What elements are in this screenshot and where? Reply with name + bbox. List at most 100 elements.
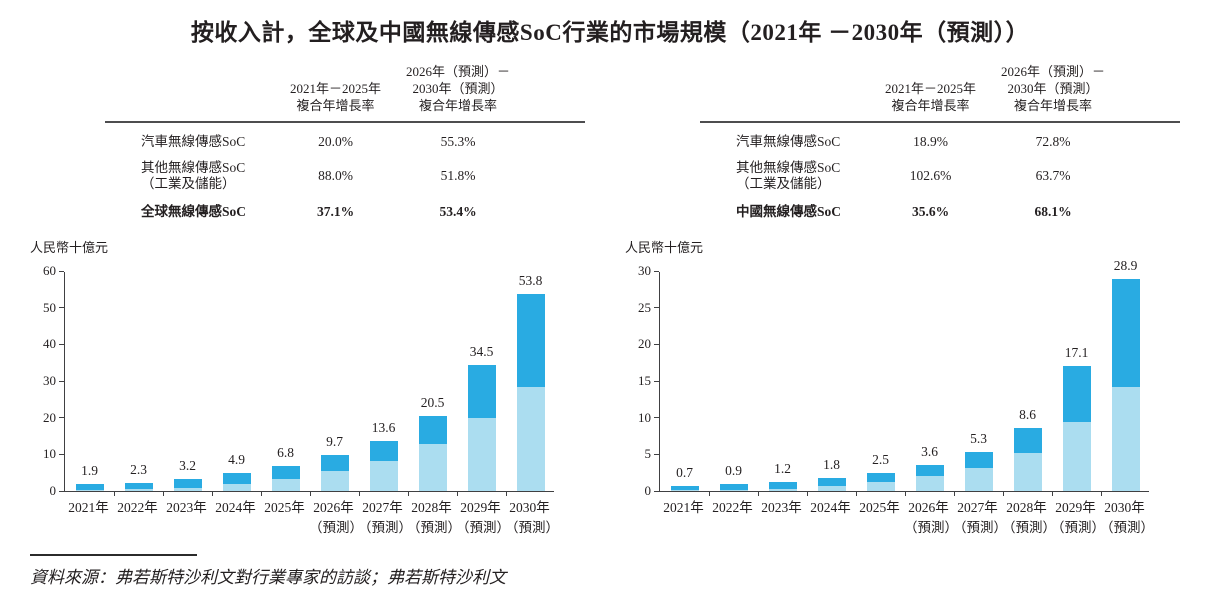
x-axis-category-label: 2030年 （預測） bbox=[1100, 500, 1154, 535]
cagr-col1-header: 2021年－2025年 複合年增長率 bbox=[884, 81, 976, 113]
bar-segment-auto bbox=[915, 464, 944, 477]
x-axis-category-label: 2023年 bbox=[761, 500, 802, 515]
bar-segment-auto bbox=[467, 364, 496, 418]
cagr-table-header: 2021年－2025年 複合年增長率 2026年（預測）－ 2030年（預測） … bbox=[105, 63, 585, 123]
bar-value-label: 2.5 bbox=[872, 451, 889, 467]
bar-segment-auto bbox=[222, 473, 251, 484]
y-axis-tick bbox=[59, 491, 64, 492]
y-axis-tick bbox=[59, 453, 64, 455]
x-axis-category-label: 2027年 （預測） bbox=[358, 500, 412, 535]
plot-area: 0 10 20 30 40 50 60 1.9 2.3 3.2 4.9 6.8 9.7 13.6 20.5 3… bbox=[43, 263, 554, 498]
bar-2023年 bbox=[173, 479, 202, 491]
x-axis-labels: 2021年 2022年 2023年 2024年 2025年 2026年 （預測） 2027年… bbox=[659, 492, 1154, 538]
cagr-table-china: 2021年－2025年 複合年增長率 2026年（預測）－ 2030年（預測） … bbox=[700, 63, 1180, 225]
x-axis-tick bbox=[212, 491, 213, 496]
bar-value-label: 4.9 bbox=[228, 452, 245, 467]
plot-area: 0 5 10 15 20 25 30 0.7 0.9 1.2 1.8 2.5 3.6 5.3 8.6 17.1… bbox=[638, 258, 1149, 498]
y-axis-tick bbox=[654, 491, 659, 492]
bar-segment-auto bbox=[271, 466, 300, 479]
bar-value-label: 0.7 bbox=[676, 464, 693, 480]
bar-segment-auto bbox=[124, 482, 153, 490]
bar-segment-other bbox=[75, 489, 104, 491]
cagr-value: 35.6% bbox=[911, 204, 950, 219]
y-axis-tick-label: 25 bbox=[638, 299, 651, 315]
cagr-col1-header: 2021年－2025年 複合年增長率 bbox=[289, 81, 381, 113]
x-axis-tick bbox=[408, 491, 409, 496]
bar-value-label: 0.9 bbox=[725, 463, 742, 479]
x-axis-tick bbox=[758, 491, 759, 496]
x-axis-category-label: 2024年 bbox=[215, 500, 256, 515]
bar-segment-auto bbox=[817, 477, 846, 486]
x-axis-tick bbox=[506, 491, 507, 496]
source-note: 資料來源：弗若斯特沙利文對行業專家的訪談；弗若斯特沙利文 bbox=[30, 568, 506, 587]
y-axis-tick-label: 30 bbox=[638, 263, 651, 278]
x-axis-tick bbox=[954, 491, 955, 496]
bar-value-label: 2.3 bbox=[130, 461, 147, 477]
y-axis-unit-label: 人民幣十億元 bbox=[30, 240, 109, 255]
x-axis-tick bbox=[114, 491, 115, 496]
bar-segment-auto bbox=[75, 484, 104, 490]
chart-china: 人民幣十億元 0 5 10 15 20 25 30 0.7 0.9 1.2 1.8 2.5 3.6 5.3… bbox=[625, 237, 1200, 538]
cagr-row-other: 其他無線傳感SoC （工業及儲能） 88.0% 51.8% bbox=[105, 155, 585, 197]
bar-2028年 bbox=[1013, 428, 1042, 491]
y-axis-tick bbox=[654, 343, 659, 345]
bar-2022年 bbox=[124, 482, 153, 491]
bar-value-label: 1.9 bbox=[81, 463, 98, 478]
chart-panels: 2021年－2025年 複合年增長率 2026年（預測）－ 2030年（預測） … bbox=[0, 63, 1220, 538]
bar-value-label: 1.2 bbox=[774, 461, 791, 477]
bar-segment-other bbox=[271, 478, 300, 491]
bar-2027年 bbox=[369, 441, 398, 491]
x-axis-tick bbox=[856, 491, 857, 496]
x-axis-category-label: 2021年 bbox=[68, 500, 109, 515]
x-axis-tick bbox=[163, 491, 164, 496]
y-axis-tick bbox=[59, 343, 64, 345]
y-axis-unit-label: 人民幣十億元 bbox=[625, 240, 704, 255]
bar-segment-auto bbox=[866, 472, 895, 483]
cagr-row-total: 全球無線傳感SoC 37.1% 53.4% bbox=[105, 197, 585, 225]
bar-value-label: 13.6 bbox=[371, 420, 396, 436]
bar-2025年 bbox=[866, 472, 895, 491]
y-axis-tick bbox=[654, 417, 659, 419]
y-axis-tick-label: 60 bbox=[43, 263, 56, 278]
page-title: 按收入計，全球及中國無線傳感SoC行業的市場規模（2021年 －2030年（預測… bbox=[190, 20, 1030, 45]
y-axis-tick-label: 40 bbox=[43, 336, 56, 352]
cagr-value: 63.7% bbox=[1035, 168, 1071, 183]
bar-segment-auto bbox=[719, 484, 748, 491]
x-axis-tick bbox=[807, 491, 808, 496]
chart-global: 人民幣十億元 0 10 20 30 40 50 60 1.9 2.3 3.2 4.9 6.8 9.7 13… bbox=[30, 237, 605, 538]
y-axis-tick bbox=[59, 417, 64, 419]
bar-value-label: 20.5 bbox=[420, 394, 445, 410]
bar-value-label: 17.1 bbox=[1064, 344, 1089, 360]
cagr-row-auto: 汽車無線傳感SoC 20.0% 55.3% bbox=[105, 129, 585, 155]
y-axis-tick bbox=[59, 380, 64, 382]
bar-segment-other bbox=[768, 488, 797, 491]
y-axis-tick bbox=[654, 307, 659, 309]
x-axis-category-label: 2026年 （預測） bbox=[904, 500, 958, 535]
bar-2021年 bbox=[670, 485, 699, 491]
cagr-row-total: 中國無線傳感SoC 35.6% 68.1% bbox=[700, 197, 1180, 225]
bar-value-label: 8.6 bbox=[1019, 406, 1036, 422]
x-axis-tick bbox=[709, 491, 710, 496]
bar-segment-other bbox=[915, 476, 944, 491]
bar-segment-other bbox=[516, 386, 545, 491]
bar-2030年 bbox=[1111, 279, 1140, 491]
bar-segment-auto bbox=[670, 485, 699, 491]
bar-2025年 bbox=[271, 466, 300, 491]
bar-segment-auto bbox=[418, 415, 447, 445]
y-axis-tick-label: 20 bbox=[43, 409, 56, 425]
bar-segment-other bbox=[124, 489, 153, 491]
legend-label: 其他無線傳感SoC （工業及儲能） bbox=[141, 160, 246, 191]
cagr-value: 55.3% bbox=[440, 134, 476, 149]
y-axis-tick-label: 20 bbox=[638, 336, 651, 352]
x-axis-category-label: 2021年 bbox=[663, 500, 704, 515]
x-axis-category-label: 2026年 （預測） bbox=[309, 500, 363, 535]
bar-segment-other bbox=[670, 490, 699, 491]
bar-2023年 bbox=[768, 482, 797, 491]
bar-2029年 bbox=[1062, 365, 1091, 491]
x-axis-tick bbox=[905, 491, 906, 496]
x-axis-category-label: 2029年 （預測） bbox=[1051, 500, 1105, 535]
cagr-table-header: 2021年－2025年 複合年增長率 2026年（預測）－ 2030年（預測） … bbox=[700, 63, 1180, 123]
legend-label: 汽車無線傳感SoC bbox=[736, 134, 841, 149]
bar-segment-auto bbox=[964, 452, 993, 468]
x-axis-tick bbox=[1101, 491, 1102, 496]
